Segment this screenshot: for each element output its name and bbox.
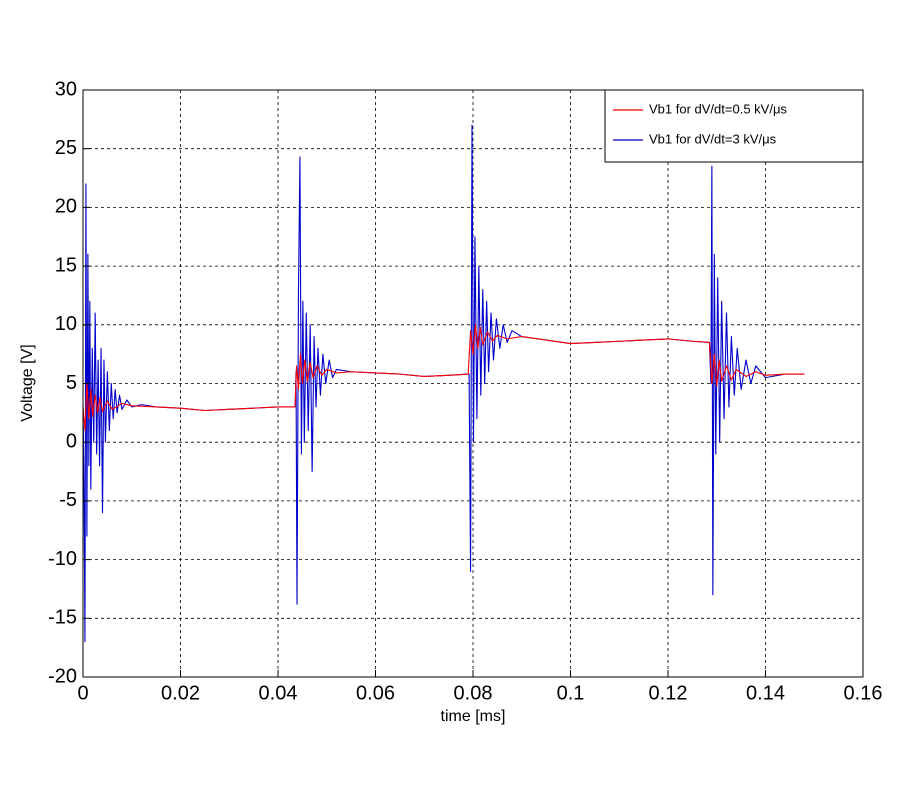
x-tick-label: 0.1 xyxy=(557,682,585,704)
y-tick-label: 5 xyxy=(66,372,77,394)
x-tick-label: 0.12 xyxy=(649,682,688,704)
y-tick-label: 0 xyxy=(66,430,77,452)
x-tick-label: 0.02 xyxy=(161,682,200,704)
x-axis-title: time [ms] xyxy=(441,708,506,725)
series-line xyxy=(82,324,805,432)
x-tick-label: 0.16 xyxy=(844,682,883,704)
y-tick-label: -10 xyxy=(48,548,77,570)
x-tick-label: 0 xyxy=(77,682,88,704)
legend-label: Vb1 for dV/dt=0.5 kV/μs xyxy=(649,101,787,116)
y-tick-label: -5 xyxy=(59,489,77,511)
x-tick-label: 0.04 xyxy=(259,682,298,704)
ticks: 0 0.02 0.04 0.06 0.08 0.1 0.12 0.14 0.16 -20 -15 -1… xyxy=(48,78,882,704)
y-tick-label: -20 xyxy=(48,665,77,687)
y-tick-label: 25 xyxy=(55,137,77,159)
x-tick-label: 0.14 xyxy=(746,682,785,704)
x-tick-label: 0.06 xyxy=(356,682,395,704)
y-tick-label: -15 xyxy=(48,607,77,629)
y-tick-label: 20 xyxy=(55,196,77,218)
legend-label: Vb1 for dV/dt=3 kV/μs xyxy=(649,131,777,146)
y-tick-label: 15 xyxy=(55,254,77,276)
y-tick-label: 10 xyxy=(55,313,77,335)
x-tick-label: 0.08 xyxy=(454,682,493,704)
legend: Vb1 for dV/dt=0.5 kV/μs Vb1 for dV/dt=3 k… xyxy=(604,89,864,163)
legend-box xyxy=(604,89,864,163)
y-tick-label: 30 xyxy=(55,78,77,100)
series-line xyxy=(82,124,805,643)
y-axis-title: Voltage [V] xyxy=(19,344,36,421)
plot-lines xyxy=(82,124,805,643)
